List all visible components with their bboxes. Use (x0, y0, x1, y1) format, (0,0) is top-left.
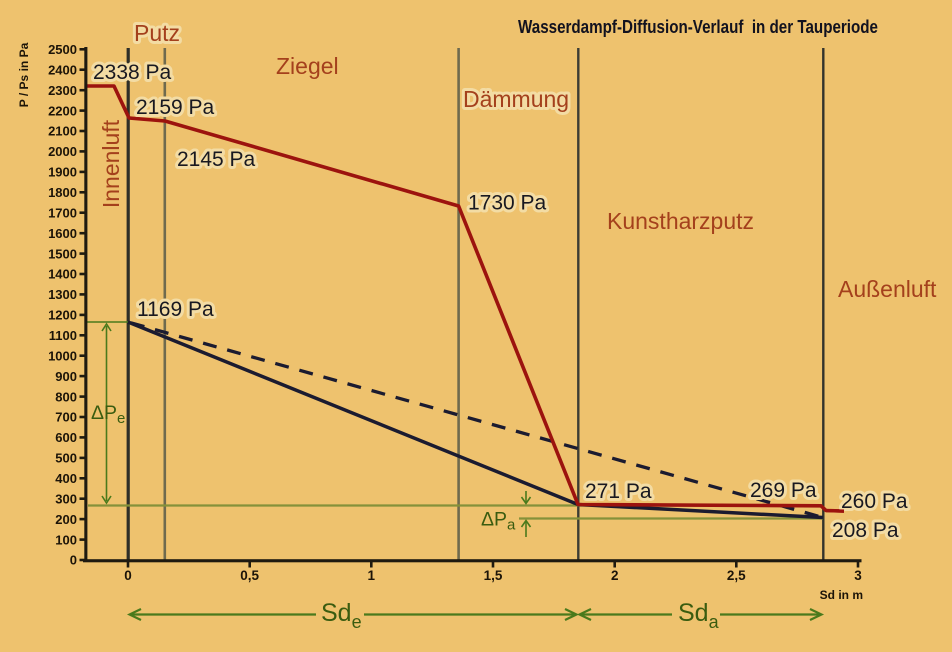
svg-text:1: 1 (368, 568, 376, 583)
svg-text:0: 0 (70, 553, 77, 568)
svg-text:2300: 2300 (48, 83, 77, 98)
svg-text:Dämmung: Dämmung (463, 86, 569, 112)
svg-text:Innenluft: Innenluft (98, 119, 124, 208)
svg-text:2: 2 (611, 568, 619, 583)
svg-text:300: 300 (55, 491, 77, 506)
svg-text:700: 700 (55, 410, 77, 425)
svg-text:2400: 2400 (48, 62, 77, 77)
svg-text:2500: 2500 (48, 42, 77, 57)
svg-text:3: 3 (854, 568, 862, 583)
svg-text:600: 600 (55, 430, 77, 445)
svg-text:1900: 1900 (48, 165, 77, 180)
svg-text:400: 400 (55, 471, 77, 486)
svg-text:1600: 1600 (48, 226, 77, 241)
svg-text:2100: 2100 (48, 124, 77, 139)
svg-text:269 Pa: 269 Pa (750, 479, 817, 502)
svg-text:2338 Pa: 2338 Pa (93, 61, 172, 84)
svg-text:Putz: Putz (134, 20, 180, 46)
svg-text:Sd in m: Sd in m (820, 588, 863, 602)
svg-text:2200: 2200 (48, 103, 77, 118)
svg-text:1400: 1400 (48, 267, 77, 282)
svg-text:Außenluft: Außenluft (838, 276, 937, 302)
svg-text:260 Pa: 260 Pa (841, 490, 908, 513)
svg-text:1100: 1100 (49, 328, 77, 343)
svg-text:Kunstharzputz: Kunstharzputz (607, 208, 754, 234)
svg-text:1700: 1700 (48, 205, 77, 220)
svg-text:900: 900 (55, 369, 77, 384)
svg-text:1730 Pa: 1730 Pa (468, 192, 547, 215)
svg-text:0,5: 0,5 (240, 568, 259, 583)
svg-text:1500: 1500 (48, 246, 77, 261)
svg-text:208 Pa: 208 Pa (832, 519, 899, 542)
svg-text:2,5: 2,5 (727, 568, 746, 583)
svg-text:2000: 2000 (48, 144, 77, 159)
svg-text:Wasserdampf-Diffusion-Verlauf: Wasserdampf-Diffusion-Verlauf in der Tau… (518, 17, 878, 37)
svg-text:1200: 1200 (48, 308, 77, 323)
svg-text:2145 Pa: 2145 Pa (177, 148, 256, 171)
svg-text:100: 100 (55, 532, 77, 547)
svg-text:1169 Pa: 1169 Pa (137, 298, 214, 321)
svg-text:2159 Pa: 2159 Pa (136, 96, 215, 119)
svg-text:1000: 1000 (48, 348, 77, 363)
svg-text:0: 0 (124, 568, 132, 583)
svg-text:1300: 1300 (48, 287, 77, 302)
svg-text:271 Pa: 271 Pa (585, 480, 652, 503)
svg-text:P / Ps in Pa: P / Ps in Pa (17, 42, 31, 107)
svg-text:200: 200 (55, 512, 77, 527)
svg-text:1800: 1800 (48, 185, 77, 200)
svg-text:500: 500 (55, 451, 77, 466)
svg-text:800: 800 (55, 389, 77, 404)
svg-text:Ziegel: Ziegel (276, 53, 339, 79)
svg-text:1,5: 1,5 (484, 568, 503, 583)
